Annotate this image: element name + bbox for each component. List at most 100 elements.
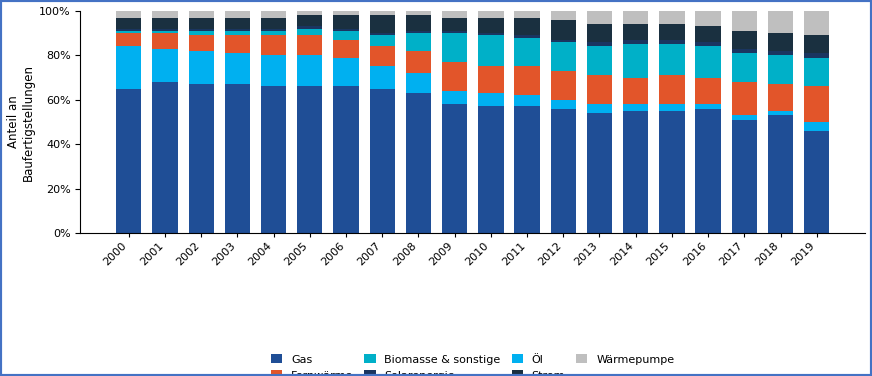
Bar <box>478 35 503 67</box>
Bar <box>370 47 395 67</box>
Bar <box>153 11 178 18</box>
Bar <box>188 29 214 31</box>
Bar <box>768 115 794 233</box>
Bar <box>261 86 286 233</box>
Bar <box>333 15 358 29</box>
Bar <box>297 35 323 55</box>
Bar <box>732 115 757 120</box>
Bar <box>405 15 431 31</box>
Bar <box>225 35 250 53</box>
Bar <box>804 122 829 131</box>
Bar <box>116 47 141 89</box>
Bar <box>587 47 612 75</box>
Bar <box>514 106 540 233</box>
Bar <box>804 58 829 86</box>
Bar <box>623 77 649 104</box>
Bar <box>261 11 286 18</box>
Bar <box>188 51 214 84</box>
Bar <box>587 104 612 113</box>
Bar <box>405 73 431 93</box>
Bar <box>732 82 757 115</box>
Bar <box>225 29 250 31</box>
Bar <box>768 55 794 84</box>
Bar <box>225 84 250 233</box>
Bar <box>768 11 794 33</box>
Bar <box>623 44 649 77</box>
Bar <box>732 120 757 233</box>
Bar <box>297 26 323 29</box>
Bar <box>696 104 721 109</box>
Bar <box>804 35 829 53</box>
Bar <box>659 111 685 233</box>
Bar <box>696 11 721 26</box>
Bar <box>405 31 431 33</box>
Bar <box>153 31 178 33</box>
Bar <box>623 104 649 111</box>
Bar <box>550 100 576 109</box>
Bar <box>804 53 829 58</box>
Bar <box>696 42 721 47</box>
Bar <box>116 31 141 33</box>
Bar <box>333 58 358 86</box>
Bar <box>514 96 540 106</box>
Bar <box>153 82 178 233</box>
Bar <box>732 49 757 53</box>
Bar <box>659 44 685 75</box>
Bar <box>696 47 721 77</box>
Bar <box>153 33 178 49</box>
Bar <box>514 38 540 67</box>
Bar <box>370 11 395 15</box>
Bar <box>659 104 685 111</box>
Bar <box>659 11 685 24</box>
Bar <box>225 53 250 84</box>
Bar <box>659 40 685 44</box>
Bar <box>623 40 649 44</box>
Bar <box>370 67 395 89</box>
Bar <box>405 93 431 233</box>
Bar <box>225 11 250 18</box>
Bar <box>188 11 214 18</box>
Bar <box>333 31 358 40</box>
Bar <box>550 11 576 20</box>
Bar <box>153 29 178 31</box>
Bar <box>514 18 540 35</box>
Bar <box>261 29 286 31</box>
Bar <box>225 31 250 35</box>
Bar <box>116 18 141 29</box>
Bar <box>116 33 141 47</box>
Bar <box>696 26 721 42</box>
Bar <box>804 86 829 122</box>
Bar <box>370 15 395 33</box>
Bar <box>478 18 503 33</box>
Bar <box>370 89 395 233</box>
Bar <box>587 113 612 233</box>
Bar <box>478 11 503 18</box>
Bar <box>514 11 540 18</box>
Bar <box>442 91 467 104</box>
Bar <box>550 40 576 42</box>
Bar <box>333 40 358 58</box>
Bar <box>478 67 503 93</box>
Bar <box>659 24 685 40</box>
Bar <box>514 35 540 38</box>
Bar <box>478 93 503 106</box>
Bar <box>153 18 178 29</box>
Legend: Gas, Fernwärme, Biomasse & sonstige, Solarenergie, Öl, Strom, Wärmepumpe: Gas, Fernwärme, Biomasse & sonstige, Sol… <box>271 354 674 376</box>
Bar <box>188 31 214 35</box>
Bar <box>405 33 431 51</box>
Bar <box>768 84 794 111</box>
Bar <box>442 11 467 18</box>
Bar <box>153 49 178 82</box>
Bar <box>442 18 467 31</box>
Bar <box>696 109 721 233</box>
Bar <box>587 75 612 104</box>
Bar <box>550 20 576 40</box>
Bar <box>116 89 141 233</box>
Bar <box>804 11 829 35</box>
Bar <box>297 55 323 86</box>
Bar <box>188 35 214 51</box>
Bar <box>116 11 141 18</box>
Bar <box>116 29 141 31</box>
Bar <box>225 18 250 29</box>
Bar <box>550 109 576 233</box>
